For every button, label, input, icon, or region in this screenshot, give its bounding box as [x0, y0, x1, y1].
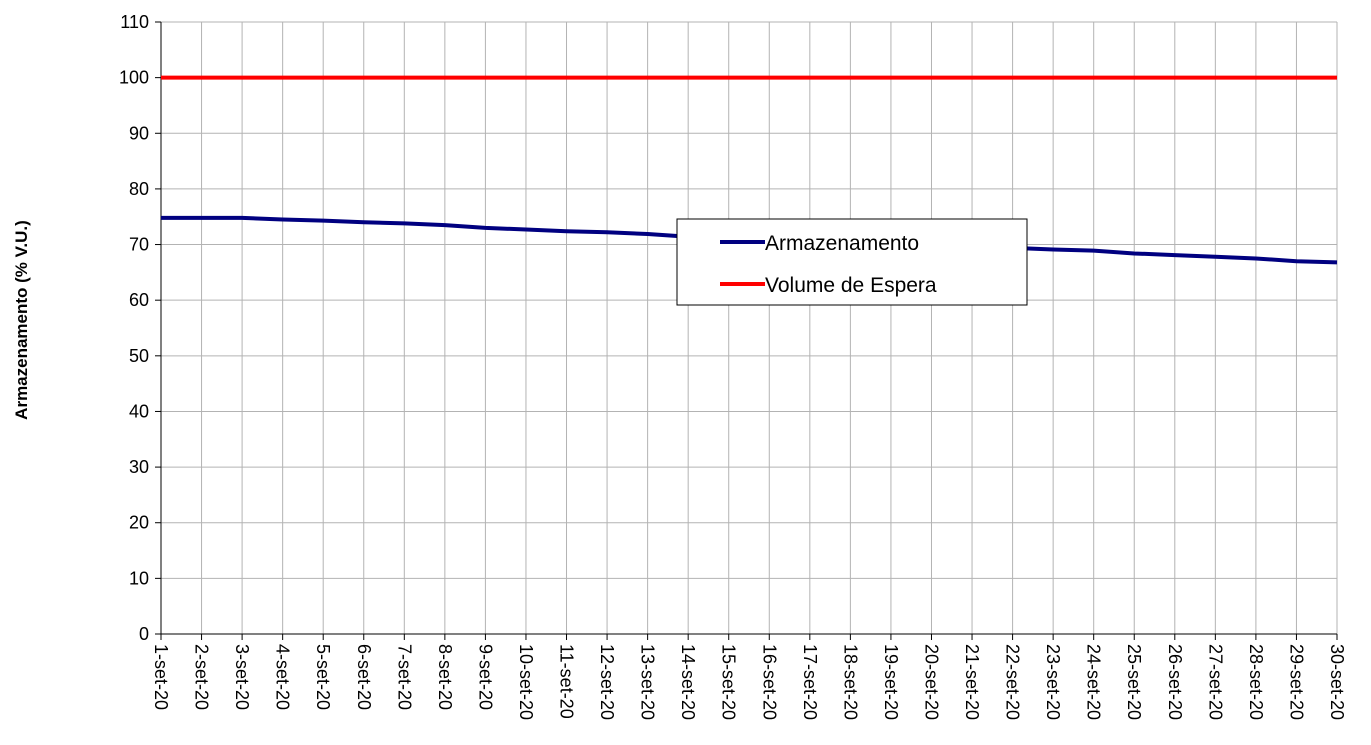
legend-label: Armazenamento [765, 232, 919, 255]
y-tick-label: 40 [129, 401, 149, 421]
y-tick-label: 10 [129, 568, 149, 588]
x-tick-label: 27-set-20 [1205, 644, 1225, 720]
x-tick-label: 6-set-20 [354, 644, 374, 710]
x-tick-label: 26-set-20 [1165, 644, 1185, 720]
x-tick-label: 4-set-20 [273, 644, 293, 710]
x-tick-label: 5-set-20 [313, 644, 333, 710]
x-tick-label: 7-set-20 [394, 644, 414, 710]
x-tick-label: 2-set-20 [192, 644, 212, 710]
y-tick-label: 80 [129, 179, 149, 199]
x-tick-label: 9-set-20 [475, 644, 495, 710]
grid-lines [161, 21, 1338, 634]
x-tick-label: 25-set-20 [1124, 644, 1144, 720]
x-tick-label: 12-set-20 [597, 644, 617, 720]
y-tick-label: 90 [129, 123, 149, 143]
x-tick-label: 8-set-20 [435, 644, 455, 710]
x-tick-label: 28-set-20 [1246, 644, 1266, 720]
x-tick-label: 23-set-20 [1043, 644, 1063, 720]
x-tick-label: 11-set-20 [557, 644, 577, 719]
x-tick-label: 21-set-20 [962, 644, 982, 720]
y-tick-label: 110 [120, 12, 149, 32]
legend-box [676, 218, 1028, 306]
x-tick-label: 16-set-20 [759, 644, 779, 720]
y-tick-label: 50 [129, 346, 149, 366]
x-tick-label: 19-set-20 [881, 644, 901, 720]
x-tick-label: 10-set-20 [516, 644, 536, 720]
x-tick-label: 3-set-20 [232, 644, 252, 710]
x-tick-label: 17-set-20 [800, 644, 820, 720]
x-axis-ticks: 1-set-20 2-set-20 3-set-20 4-set-20 5-set-20… [151, 634, 1347, 720]
y-tick-label: 0 [139, 624, 149, 644]
x-tick-label: 22-set-20 [1003, 644, 1023, 720]
x-tick-label: 1-set-20 [151, 644, 171, 710]
x-tick-label: 20-set-20 [921, 644, 941, 720]
y-tick-label: 60 [129, 290, 149, 310]
y-tick-label: 70 [129, 235, 149, 255]
x-tick-label: 13-set-20 [638, 644, 658, 720]
x-tick-label: 24-set-20 [1084, 644, 1104, 720]
legend-label: Volume de Espera [765, 274, 937, 297]
axes [160, 22, 1337, 635]
x-tick-label: 29-set-20 [1286, 644, 1306, 720]
x-tick-label: 30-set-20 [1327, 644, 1347, 720]
legend: Armazenamento Volume de Espera [676, 218, 1028, 306]
x-tick-label: 14-set-20 [678, 644, 698, 720]
y-tick-label: 30 [129, 457, 149, 477]
x-tick-label: 15-set-20 [719, 644, 739, 720]
y-axis-ticks: 0 10 20 30 40 50 60 70 80 90 100 110 [119, 12, 161, 644]
x-tick-label: 18-set-20 [840, 644, 860, 720]
y-tick-label: 20 [129, 513, 149, 533]
y-axis-label: Armazenamento (% V.U.) [12, 220, 31, 420]
y-tick-label: 100 [119, 68, 149, 88]
